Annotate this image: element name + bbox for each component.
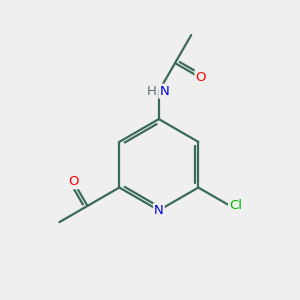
- Text: O: O: [196, 70, 206, 83]
- Text: N: N: [154, 204, 164, 217]
- Text: H: H: [146, 85, 156, 98]
- Text: Cl: Cl: [229, 200, 242, 212]
- Text: N: N: [159, 85, 169, 98]
- Text: O: O: [68, 175, 79, 188]
